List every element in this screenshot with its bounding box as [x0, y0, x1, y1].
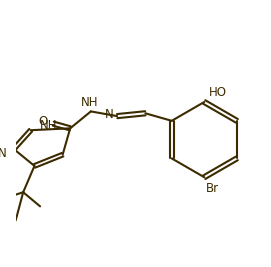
Text: O: O — [38, 115, 48, 128]
Text: HO: HO — [209, 86, 227, 99]
Text: N: N — [0, 147, 6, 160]
Text: NH: NH — [40, 119, 58, 132]
Text: N: N — [105, 108, 114, 121]
Text: Br: Br — [206, 182, 219, 195]
Text: NH: NH — [81, 96, 99, 108]
